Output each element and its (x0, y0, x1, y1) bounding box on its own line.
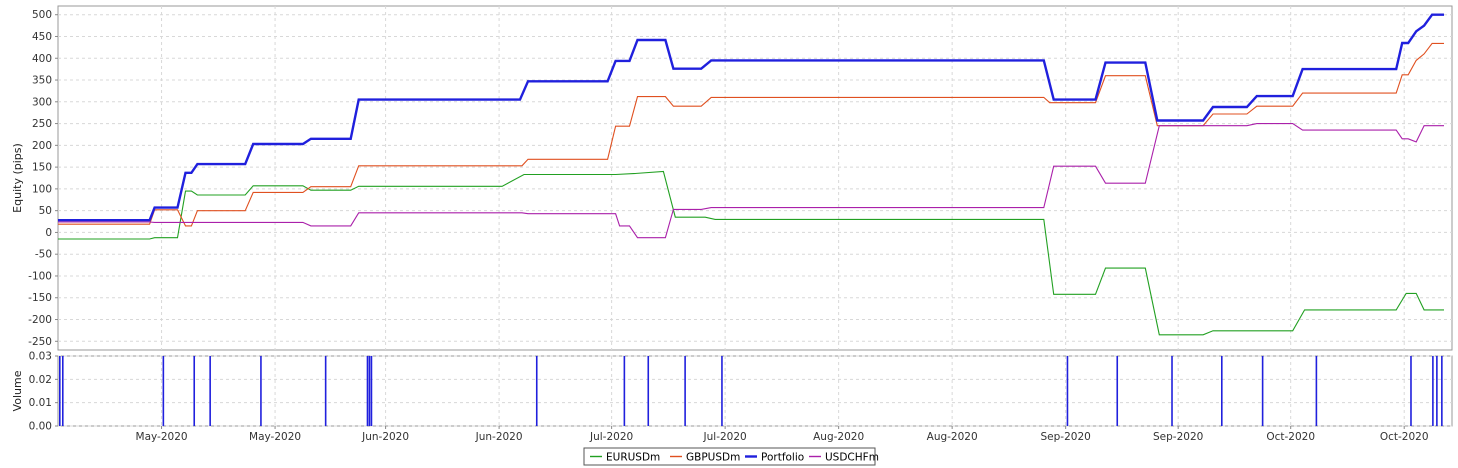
volume-bar (623, 356, 626, 426)
volume-bar (324, 356, 327, 426)
x-tick-label: Aug-2020 (927, 431, 978, 443)
volume-bar (209, 356, 211, 426)
x-tick-label: Jul-2020 (589, 431, 633, 443)
volume-bar (260, 356, 262, 426)
legend-label: GBPUSDm (686, 452, 740, 464)
x-tick-label: Sep-2020 (1041, 431, 1091, 443)
volume-bar (193, 356, 196, 426)
volume-bar (1261, 356, 1264, 426)
x-tick-label: May-2020 (136, 431, 188, 443)
series-line-usdchfm (58, 123, 1444, 239)
volume-bar (368, 356, 371, 426)
volume-bar (1441, 356, 1443, 426)
y-tick-label: 250 (32, 118, 52, 130)
y-tick-label: 200 (32, 140, 52, 152)
y-tick-label: -150 (28, 292, 52, 304)
legend-item-eurusdm: EURUSDm (590, 452, 660, 464)
y-tick-label: 50 (39, 205, 52, 217)
x-tick-label: May-2020 (249, 431, 301, 443)
volume-bar (61, 356, 64, 426)
x-tick-label: Jun-2020 (475, 431, 523, 443)
x-tick-label: Oct-2020 (1380, 431, 1429, 443)
volume-bar (1436, 356, 1438, 426)
y-tick-label: 300 (32, 96, 52, 108)
x-axis: May-2020 May-2020 Jun-2020 Jun-2020 Jul-2020… (136, 426, 1429, 443)
x-tick-label: Aug-2020 (813, 431, 864, 443)
y-tick-label: -100 (28, 270, 52, 282)
series-line-gbpusdm (58, 42, 1444, 227)
y-tick-label: 450 (32, 31, 52, 43)
y-tick-label: 400 (32, 53, 52, 65)
x-tick-label: Sep-2020 (1153, 431, 1203, 443)
volume-bar (366, 356, 369, 426)
series-line-eurusdm (58, 170, 1444, 336)
volume-bar (721, 356, 723, 426)
volume-bar (1410, 356, 1412, 426)
x-tick-label: Jul-2020 (703, 431, 747, 443)
volume-y-tick-label: 0.00 (29, 421, 52, 433)
legend: EURUSDm GBPUSDm Portfolio USDCHFm (583, 447, 879, 466)
y-tick-label: 350 (32, 75, 52, 87)
volume-bar (535, 356, 538, 426)
y-tick-label: 100 (32, 183, 52, 195)
volume-bar (1116, 356, 1119, 426)
volume-plot-area (57, 355, 1453, 427)
equity-panel: 500450400350300250200150100500-50-100-15… (11, 5, 1453, 351)
y-tick-label: -50 (35, 249, 52, 261)
legend-label: Portfolio (761, 452, 804, 464)
volume-y-tick-label: 0.01 (29, 397, 52, 409)
volume-bar (1171, 356, 1173, 426)
volume-bar (370, 356, 373, 426)
series-line-portfolio (58, 13, 1444, 222)
x-tick-label: Oct-2020 (1266, 431, 1315, 443)
legend-label: EURUSDm (606, 452, 660, 464)
y-tick-label: -200 (28, 314, 52, 326)
legend-label: USDCHFm (825, 452, 879, 464)
volume-panel: 0.03 0.02 0.01 0.00 Volume (11, 351, 1453, 433)
volume-bar (647, 356, 650, 426)
volume-y-tick-label: 0.03 (29, 351, 52, 363)
volume-bar (59, 356, 61, 426)
y-tick-label: 0 (45, 227, 52, 239)
legend-item-portfolio: Portfolio (745, 452, 804, 464)
y-tick-label: 500 (32, 9, 52, 21)
legend-item-usdchfm: USDCHFm (809, 452, 879, 464)
volume-bar (1220, 356, 1223, 426)
volume-bar (684, 356, 686, 426)
volume-bar (1315, 356, 1318, 426)
legend-item-gbpusdm: GBPUSDm (670, 452, 740, 464)
equity-plot-area (57, 5, 1453, 351)
volume-bar (162, 356, 165, 426)
y-tick-label: 150 (32, 162, 52, 174)
volume-bar (1432, 356, 1434, 426)
y-tick-label: -250 (28, 336, 52, 348)
volume-y-tick-label: 0.02 (29, 374, 52, 386)
volume-bar (1066, 356, 1069, 426)
legend-box (583, 447, 876, 466)
y-axis-title: Equity (pips) (11, 143, 24, 213)
x-tick-label: Jun-2020 (361, 431, 409, 443)
volume-axis-title: Volume (11, 370, 24, 411)
